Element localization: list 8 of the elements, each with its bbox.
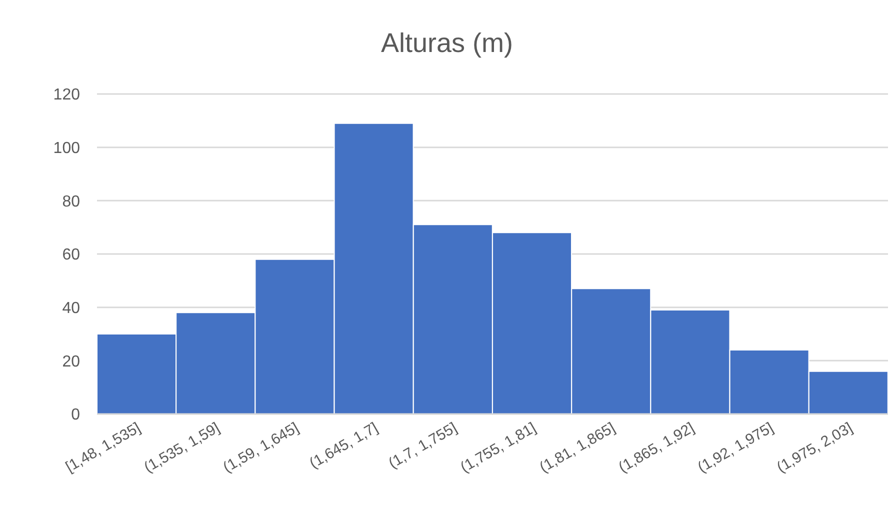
y-tick-label: 60: [62, 246, 80, 264]
chart-title: Alturas (m): [380, 28, 514, 59]
y-tick-label: 20: [62, 353, 80, 370]
y-tick-label: 0: [71, 406, 80, 424]
y-tick-label: 100: [53, 140, 80, 158]
y-tick-label: 80: [62, 193, 80, 210]
y-tick-label: 120: [53, 86, 80, 104]
y-tick-label: 40: [62, 300, 80, 318]
